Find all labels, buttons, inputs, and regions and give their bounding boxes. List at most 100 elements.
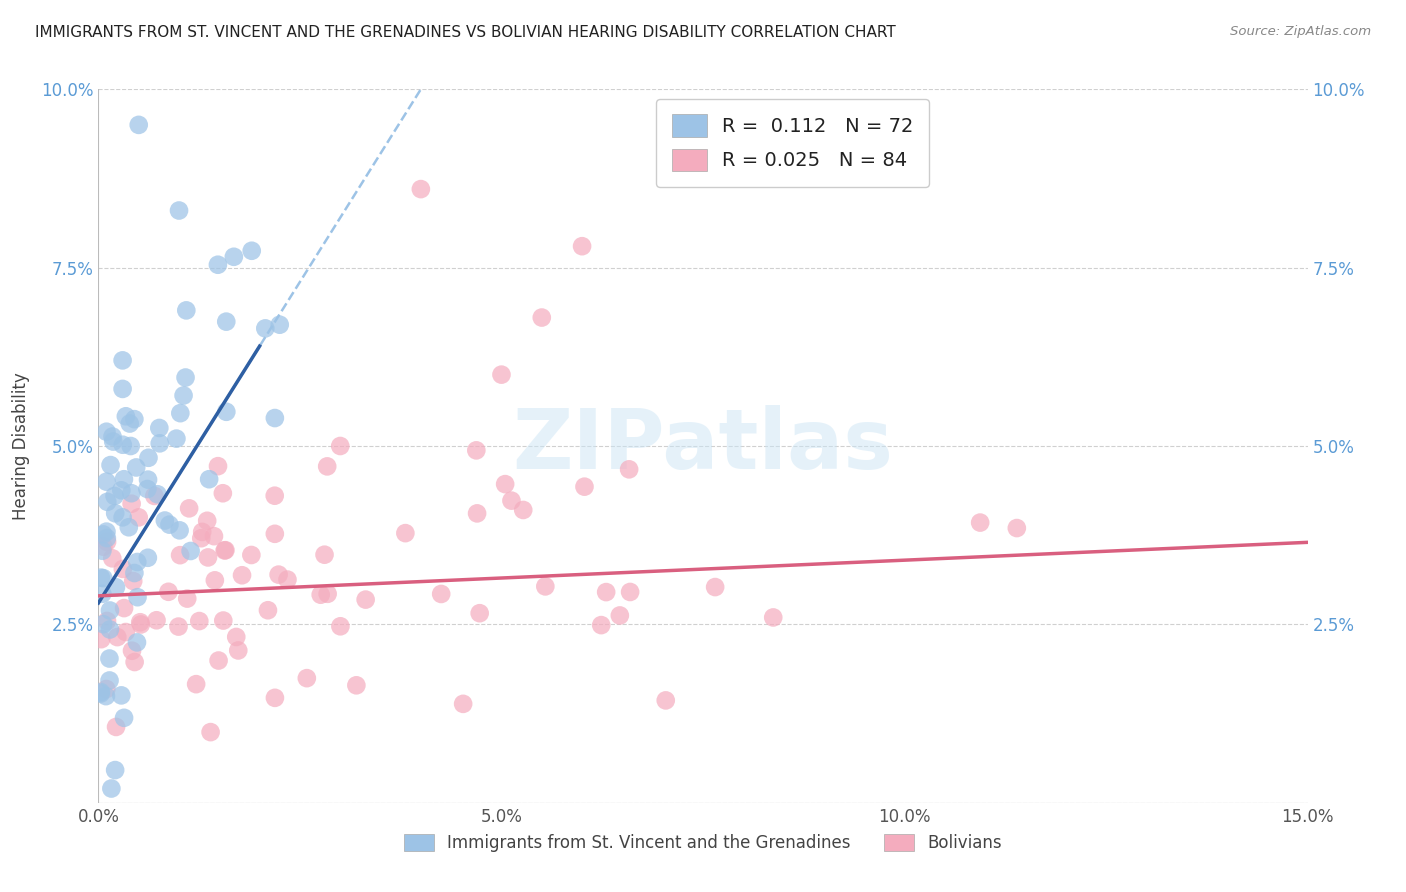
Point: [111, 353, 134, 368]
Point: [101, 429, 124, 443]
Point: [169, 524, 191, 538]
Point: [105, 720, 128, 734]
Point: [96, 524, 118, 539]
Point: [655, 693, 678, 707]
Point: [136, 550, 159, 565]
Point: [316, 587, 339, 601]
Point: [91, 540, 114, 554]
Point: [93, 571, 115, 585]
Point: [127, 555, 149, 569]
Point: [169, 548, 191, 562]
Point: [124, 566, 146, 580]
Point: [96, 614, 118, 628]
Point: [276, 573, 298, 587]
Point: [138, 450, 160, 465]
Point: [91, 527, 114, 541]
Y-axis label: Hearing Disability: Hearing Disability: [11, 372, 30, 520]
Point: [105, 630, 128, 644]
Point: [129, 617, 152, 632]
Point: [104, 506, 127, 520]
Point: [591, 618, 613, 632]
Legend: Immigrants from St. Vincent and the Grenadines, Bolivians: Immigrants from St. Vincent and the Gren…: [398, 827, 1008, 859]
Point: [90, 686, 112, 700]
Point: [186, 677, 208, 691]
Point: [104, 763, 127, 777]
Point: [136, 473, 159, 487]
Point: [267, 567, 290, 582]
Point: [468, 606, 491, 620]
Point: [225, 630, 247, 644]
Point: [430, 587, 453, 601]
Point: [111, 562, 134, 576]
Point: [129, 615, 152, 630]
Point: [169, 406, 191, 420]
Point: [136, 482, 159, 496]
Point: [595, 585, 617, 599]
Point: [269, 318, 291, 332]
Point: [111, 438, 134, 452]
Point: [96, 534, 118, 549]
Point: [122, 574, 145, 588]
Point: [314, 548, 336, 562]
Point: [534, 579, 557, 593]
Point: [128, 118, 150, 132]
Point: [90, 685, 112, 699]
Point: [215, 405, 238, 419]
Point: [96, 681, 118, 696]
Point: [207, 654, 229, 668]
Point: [530, 310, 553, 325]
Point: [465, 443, 488, 458]
Point: [263, 489, 285, 503]
Point: [149, 436, 172, 450]
Point: [167, 203, 190, 218]
Point: [115, 409, 138, 424]
Point: [263, 411, 285, 425]
Point: [215, 315, 238, 329]
Point: [103, 489, 125, 503]
Point: [120, 439, 142, 453]
Point: [121, 497, 143, 511]
Point: [174, 370, 197, 384]
Point: [231, 568, 253, 582]
Point: [90, 571, 112, 585]
Point: [114, 625, 136, 640]
Point: [98, 673, 121, 688]
Point: [211, 486, 233, 500]
Point: [176, 591, 198, 606]
Point: [96, 425, 118, 439]
Point: [214, 543, 236, 558]
Text: Source: ZipAtlas.com: Source: ZipAtlas.com: [1230, 25, 1371, 38]
Point: [254, 321, 277, 335]
Point: [121, 644, 143, 658]
Point: [124, 655, 146, 669]
Point: [465, 507, 488, 521]
Point: [240, 548, 263, 562]
Point: [100, 781, 122, 796]
Point: [94, 689, 117, 703]
Point: [100, 458, 122, 472]
Point: [264, 690, 287, 705]
Point: [153, 514, 176, 528]
Point: [111, 510, 134, 524]
Point: [127, 591, 149, 605]
Point: [354, 592, 377, 607]
Point: [263, 526, 285, 541]
Point: [112, 601, 135, 615]
Point: [91, 587, 114, 601]
Point: [91, 543, 114, 558]
Point: [103, 434, 125, 449]
Point: [125, 635, 148, 649]
Point: [188, 614, 211, 628]
Point: [574, 480, 596, 494]
Point: [257, 603, 280, 617]
Point: [200, 725, 222, 739]
Point: [112, 472, 135, 486]
Point: [512, 503, 534, 517]
Point: [98, 651, 121, 665]
Point: [198, 472, 221, 486]
Point: [207, 459, 229, 474]
Point: [295, 671, 318, 685]
Point: [197, 550, 219, 565]
Point: [329, 619, 352, 633]
Point: [214, 543, 236, 558]
